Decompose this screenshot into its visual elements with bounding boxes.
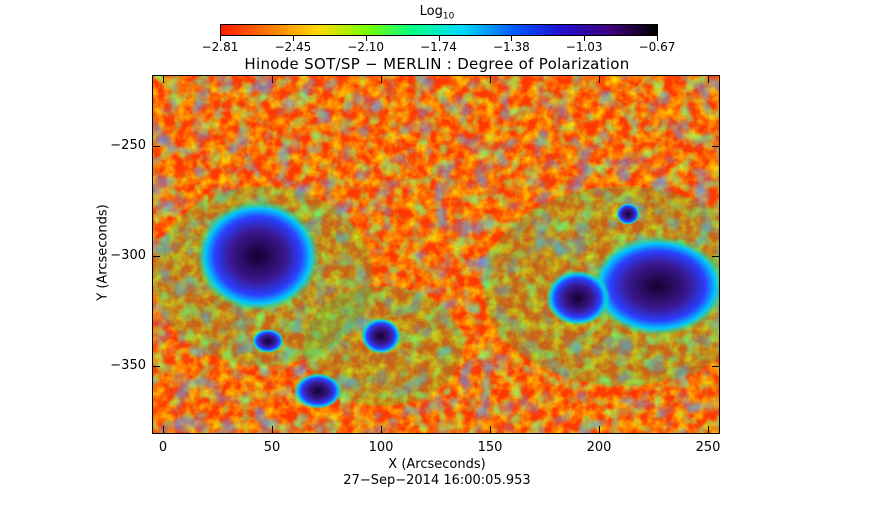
x-tick xyxy=(708,75,709,83)
x-tick-label: 50 xyxy=(263,440,281,455)
colorbar-tick-label: −2.45 xyxy=(274,40,312,54)
y-tick xyxy=(152,366,160,367)
x-tick xyxy=(490,75,491,83)
y-axis-label: Y (Arcseconds) xyxy=(95,204,111,301)
colorbar xyxy=(220,24,658,36)
y-tick-label: −250 xyxy=(110,138,146,153)
colorbar-tick-label: −1.38 xyxy=(492,40,530,54)
sunspot-right xyxy=(590,236,719,336)
y-tick xyxy=(712,366,720,367)
y-tick xyxy=(712,146,720,147)
x-tick-label: 0 xyxy=(158,440,168,455)
colorbar-tick-label: −1.03 xyxy=(565,40,603,54)
colorbar-tick xyxy=(220,36,221,41)
polarization-map xyxy=(152,75,720,434)
x-tick-label: 200 xyxy=(586,440,612,455)
x-axis-label: X (Arcseconds) xyxy=(388,457,486,472)
x-tick xyxy=(381,75,382,83)
timestamp: 27−Sep−2014 16:00:05.953 xyxy=(343,473,531,488)
x-tick-label: 150 xyxy=(477,440,503,455)
colorbar-tick xyxy=(511,36,513,41)
x-tick xyxy=(381,426,382,434)
x-tick xyxy=(163,426,164,434)
colorbar-tick xyxy=(438,36,440,41)
colorbar-tick xyxy=(365,36,367,41)
sunspot-middle xyxy=(546,270,610,326)
x-tick xyxy=(490,426,491,434)
x-tick xyxy=(163,75,164,83)
sunspot-left xyxy=(196,200,320,312)
y-tick xyxy=(152,146,160,147)
x-tick-label: 250 xyxy=(695,440,721,455)
x-tick xyxy=(272,75,273,83)
colorbar-tick-label: −1.74 xyxy=(420,40,457,54)
plot-title: Hinode SOT/SP − MERLIN : Degree of Polar… xyxy=(244,55,630,73)
colorbar-tick-label: −2.81 xyxy=(201,40,239,54)
colorbar-tick-label: −2.10 xyxy=(347,40,385,54)
y-tick-label: −350 xyxy=(110,358,146,373)
x-tick xyxy=(272,426,273,434)
y-tick-label: −300 xyxy=(110,248,146,263)
colorbar-tick xyxy=(292,36,294,41)
colorbar-tick xyxy=(657,36,658,41)
colorbar-tick-label: −0.67 xyxy=(638,40,676,54)
y-tick xyxy=(712,256,720,257)
polarization-image xyxy=(153,76,719,433)
x-tick xyxy=(599,426,600,434)
colorbar-label: Log10 xyxy=(419,4,455,22)
x-tick xyxy=(599,75,600,83)
colorbar-tick xyxy=(584,36,586,41)
y-tick xyxy=(152,256,160,257)
x-tick-label: 100 xyxy=(368,440,394,455)
x-tick xyxy=(708,426,709,434)
